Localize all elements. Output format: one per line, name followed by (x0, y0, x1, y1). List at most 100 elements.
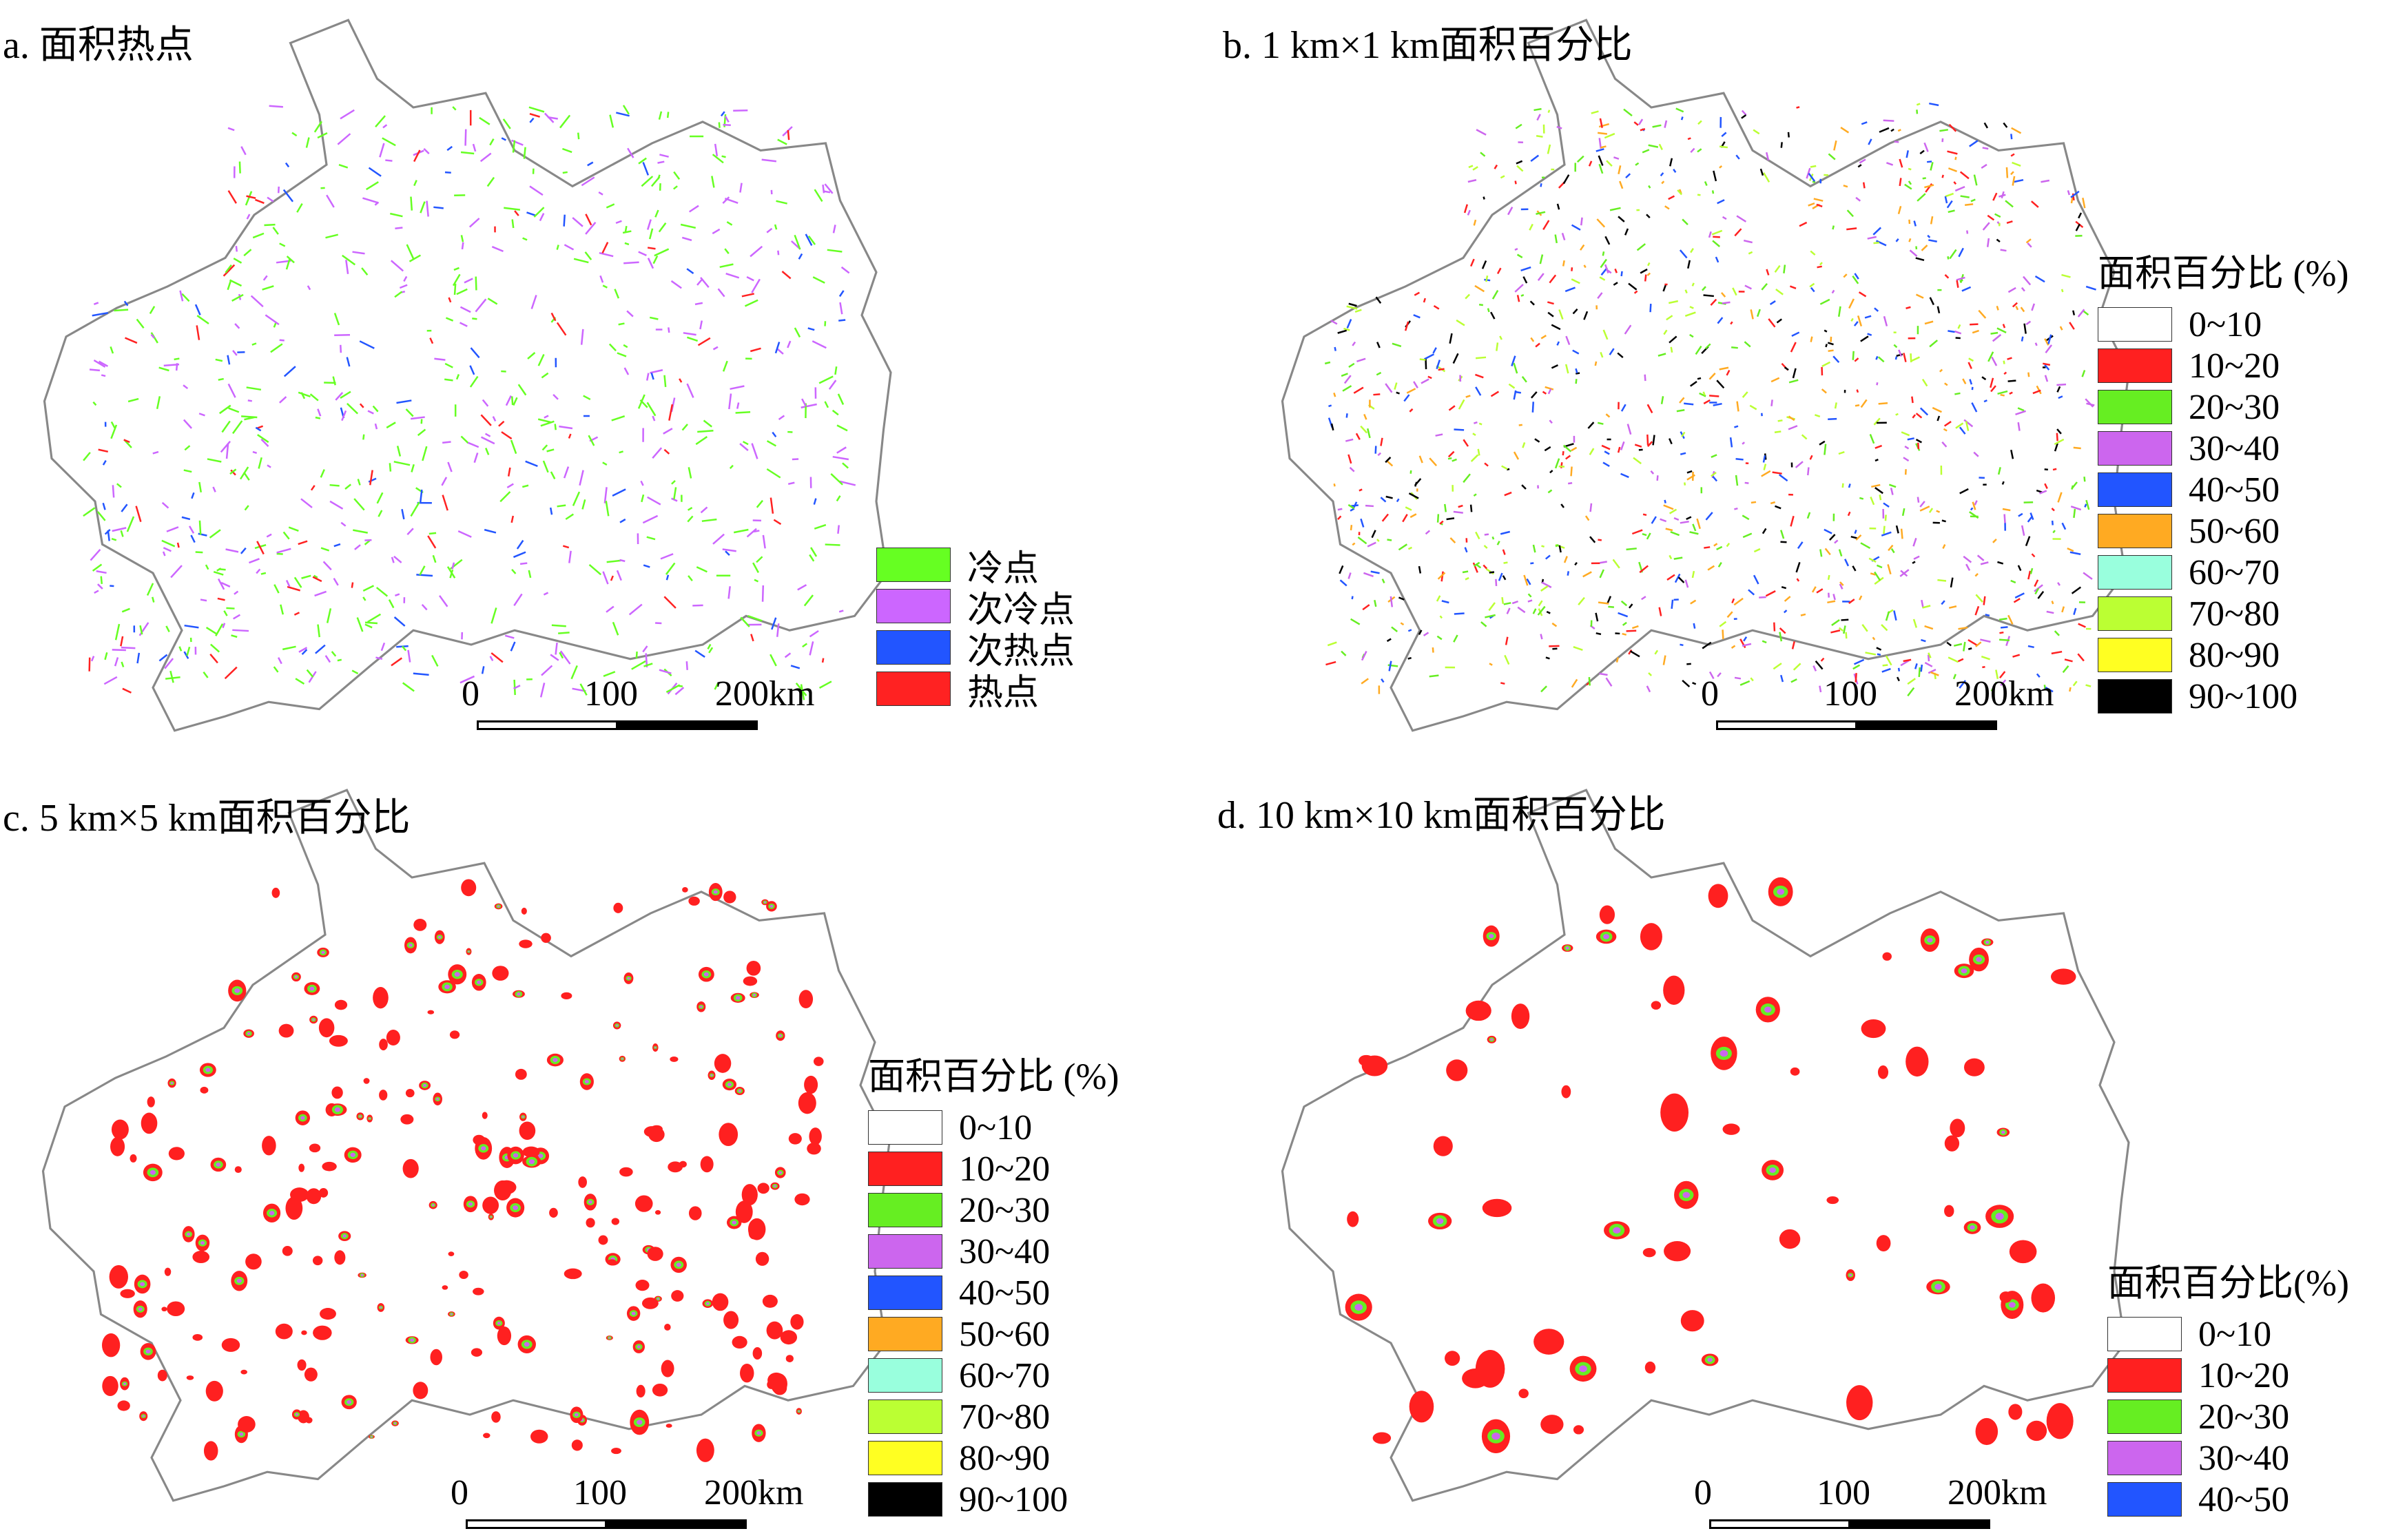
map-mark (430, 1349, 443, 1366)
map-mark (1981, 376, 1987, 381)
map-mark (746, 528, 757, 538)
map-mark (1909, 249, 1918, 257)
map-mark (1473, 219, 1477, 226)
map-mark (2023, 323, 2027, 334)
map-mark (1624, 228, 1629, 236)
map-mark (739, 183, 743, 193)
map-mark (228, 407, 240, 413)
legend-label: 20~30 (959, 1190, 1051, 1230)
map-mark (1939, 129, 1948, 132)
map-mark (1862, 182, 1866, 189)
map-mark (497, 1322, 501, 1325)
map-mark (359, 340, 375, 349)
map-mark (468, 950, 470, 953)
map-mark (1684, 482, 1686, 486)
map-mark (1750, 677, 1754, 682)
map-mark (668, 1161, 683, 1173)
map-mark (2025, 536, 2031, 546)
map-mark (1403, 394, 1410, 402)
map-mark (2037, 590, 2045, 599)
map-mark (606, 559, 621, 563)
map-mark (1953, 643, 1963, 647)
map-mark (646, 219, 652, 230)
map-mark (2008, 1404, 2023, 1420)
map-mark (2010, 153, 2015, 157)
map-mark (288, 526, 299, 532)
map-mark (2085, 499, 2090, 510)
map-mark (1719, 1050, 1728, 1057)
map-mark (275, 1323, 293, 1340)
map-mark (564, 244, 575, 251)
map-mark (2072, 310, 2076, 315)
map-mark (507, 467, 511, 477)
map-mark (655, 622, 662, 625)
map-mark (1899, 178, 1902, 187)
map-mark (298, 647, 308, 653)
map-mark (1708, 884, 1728, 908)
map-mark (400, 1114, 414, 1125)
map-mark (1943, 428, 1948, 432)
map-mark (1613, 156, 1620, 160)
map-mark (751, 278, 761, 293)
map-mark (2007, 379, 2016, 382)
legend-label: 80~90 (2189, 635, 2280, 675)
map-mark (1763, 464, 1767, 470)
map-mark (1816, 588, 1824, 594)
map-mark (482, 1112, 488, 1119)
map-mark (812, 340, 827, 349)
legend-label: 20~30 (2189, 387, 2280, 427)
legend-item: 40~50 (2098, 469, 2348, 510)
map-mark (1942, 544, 1946, 549)
map-mark (1917, 193, 1926, 202)
map-mark (2084, 503, 2087, 508)
map-mark (683, 332, 696, 336)
map-mark (2044, 483, 2048, 490)
map-mark (461, 242, 464, 250)
map-mark (1959, 680, 1966, 689)
map-mark (598, 191, 603, 196)
map-mark (2054, 438, 2065, 446)
map-mark (1859, 497, 1864, 500)
map-mark (307, 285, 311, 291)
map-mark (694, 649, 705, 658)
map-mark (196, 325, 200, 340)
map-mark (717, 288, 725, 298)
map-mark (1961, 286, 1972, 292)
map-mark (244, 505, 249, 511)
map-mark (1830, 629, 1841, 634)
map-mark (1982, 222, 1990, 231)
map-mark (169, 670, 174, 683)
map-mark (1564, 287, 1576, 293)
map-mark (1761, 470, 1771, 477)
map-mark (1602, 251, 1605, 256)
map-c (41, 789, 891, 1502)
map-mark (2021, 287, 2025, 292)
map-mark (1418, 565, 1422, 574)
map-mark (434, 357, 446, 361)
map-mark (1973, 451, 1979, 457)
map-mark (213, 571, 224, 576)
map-mark (2071, 586, 2082, 594)
map-mark (1970, 323, 1979, 326)
map-mark (1619, 180, 1624, 189)
map-mark (1900, 570, 1908, 577)
map-mark (395, 593, 400, 596)
map-mark (1995, 669, 1999, 679)
map-mark (428, 532, 437, 535)
map-mark (448, 1251, 455, 1256)
map-mark (410, 501, 420, 517)
map-mark (227, 190, 237, 204)
map-mark (1881, 531, 1892, 537)
map-mark (1677, 576, 1685, 583)
map-mark (1658, 607, 1662, 616)
map-mark (728, 393, 732, 410)
map-mark (363, 1078, 370, 1084)
map-mark (1644, 374, 1646, 382)
map-mark (1999, 671, 2006, 679)
map-mark (1472, 433, 1476, 436)
map-mark (2027, 515, 2034, 523)
scale-label-100: 100 (573, 1473, 627, 1512)
map-mark (2000, 679, 2007, 687)
map-mark (165, 676, 180, 680)
map-mark (770, 904, 774, 908)
